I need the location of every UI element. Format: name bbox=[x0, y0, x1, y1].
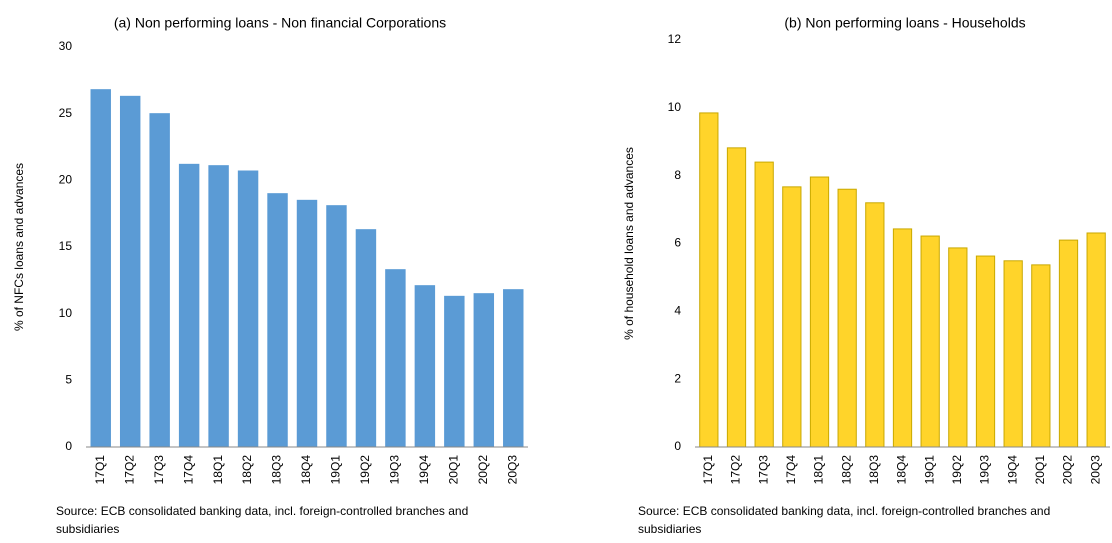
y-tick-label: 2 bbox=[674, 371, 681, 385]
x-tick-label: 20Q2 bbox=[476, 455, 490, 485]
x-tick-label: 20Q1 bbox=[1033, 455, 1047, 485]
bar bbox=[326, 205, 347, 448]
x-tick-label: 19Q4 bbox=[417, 455, 431, 485]
bar bbox=[503, 289, 524, 448]
x-tick-label: 19Q4 bbox=[1005, 455, 1019, 485]
x-tick-label: 17Q1 bbox=[93, 455, 107, 485]
y-tick-label: 10 bbox=[668, 100, 682, 114]
x-tick-label: 17Q2 bbox=[122, 455, 136, 485]
bar bbox=[385, 269, 406, 448]
x-tick-label: 19Q3 bbox=[978, 455, 992, 485]
x-tick-label: 20Q3 bbox=[1088, 455, 1102, 485]
y-tick-label: 6 bbox=[674, 236, 681, 250]
bar bbox=[1003, 260, 1023, 448]
y-tick-label: 0 bbox=[65, 439, 72, 453]
y-tick-label: 15 bbox=[59, 239, 73, 253]
bar bbox=[296, 199, 318, 448]
bar bbox=[1031, 264, 1051, 448]
x-tick-label: 17Q3 bbox=[152, 455, 166, 485]
y-tick-label: 30 bbox=[59, 39, 73, 53]
x-tick-label: 19Q1 bbox=[922, 455, 936, 485]
bar bbox=[1058, 239, 1079, 448]
y-tick-label: 12 bbox=[668, 32, 682, 46]
bar bbox=[119, 95, 141, 448]
bar bbox=[699, 112, 719, 448]
x-tick-label: 19Q1 bbox=[329, 455, 343, 485]
x-tick-label: 18Q3 bbox=[270, 455, 284, 485]
bar bbox=[473, 293, 495, 448]
bar bbox=[1086, 232, 1106, 448]
x-tick-label: 18Q3 bbox=[867, 455, 881, 485]
y-tick-label: 10 bbox=[59, 306, 73, 320]
bar bbox=[355, 229, 377, 448]
bar bbox=[782, 186, 802, 448]
source-note: Source: ECB consolidated banking data, i… bbox=[56, 504, 469, 536]
bar bbox=[837, 188, 857, 448]
x-tick-label: 17Q2 bbox=[729, 455, 743, 485]
bar bbox=[865, 202, 885, 448]
x-tick-label: 18Q4 bbox=[895, 455, 909, 485]
bar bbox=[178, 163, 200, 448]
bar bbox=[90, 89, 111, 448]
x-tick-label: 19Q2 bbox=[358, 455, 372, 485]
x-tick-label: 18Q2 bbox=[240, 455, 254, 485]
source-note: Source: ECB consolidated banking data, i… bbox=[638, 504, 1051, 536]
bar bbox=[809, 176, 830, 448]
chart-title: (a) Non performing loans - Non financial… bbox=[114, 15, 446, 31]
y-axis-label: % of household loans and advances bbox=[622, 147, 636, 340]
bar bbox=[948, 247, 968, 448]
y-tick-label: 5 bbox=[65, 373, 72, 387]
bar bbox=[975, 255, 996, 448]
x-tick-label: 18Q4 bbox=[299, 455, 313, 485]
y-axis-label: % of NFCs loans and advances bbox=[12, 163, 26, 331]
x-tick-label: 20Q1 bbox=[447, 455, 461, 485]
bar bbox=[920, 235, 940, 448]
bar bbox=[892, 228, 913, 448]
x-tick-label: 17Q1 bbox=[701, 455, 715, 485]
bar bbox=[237, 170, 259, 448]
x-tick-label: 19Q3 bbox=[388, 455, 402, 485]
x-tick-label: 17Q4 bbox=[181, 455, 195, 485]
bar bbox=[444, 295, 465, 448]
x-tick-label: 17Q3 bbox=[756, 455, 770, 485]
y-tick-label: 25 bbox=[59, 106, 73, 120]
x-tick-label: 20Q2 bbox=[1061, 455, 1075, 485]
y-tick-label: 4 bbox=[674, 304, 681, 318]
x-tick-label: 18Q1 bbox=[211, 455, 225, 485]
x-tick-label: 18Q2 bbox=[839, 455, 853, 485]
y-tick-label: 8 bbox=[674, 168, 681, 182]
bar bbox=[754, 161, 774, 448]
x-tick-label: 17Q4 bbox=[784, 455, 798, 485]
y-tick-label: 20 bbox=[59, 173, 73, 187]
bar bbox=[267, 193, 288, 448]
x-tick-label: 20Q3 bbox=[505, 455, 519, 485]
bar bbox=[208, 165, 229, 448]
bar bbox=[414, 285, 436, 448]
bar bbox=[726, 147, 747, 448]
bar bbox=[149, 113, 170, 448]
x-tick-label: 19Q2 bbox=[950, 455, 964, 485]
chart-title: (b) Non performing loans - Households bbox=[784, 15, 1025, 31]
y-tick-label: 0 bbox=[674, 439, 681, 453]
x-tick-label: 18Q1 bbox=[812, 455, 826, 485]
